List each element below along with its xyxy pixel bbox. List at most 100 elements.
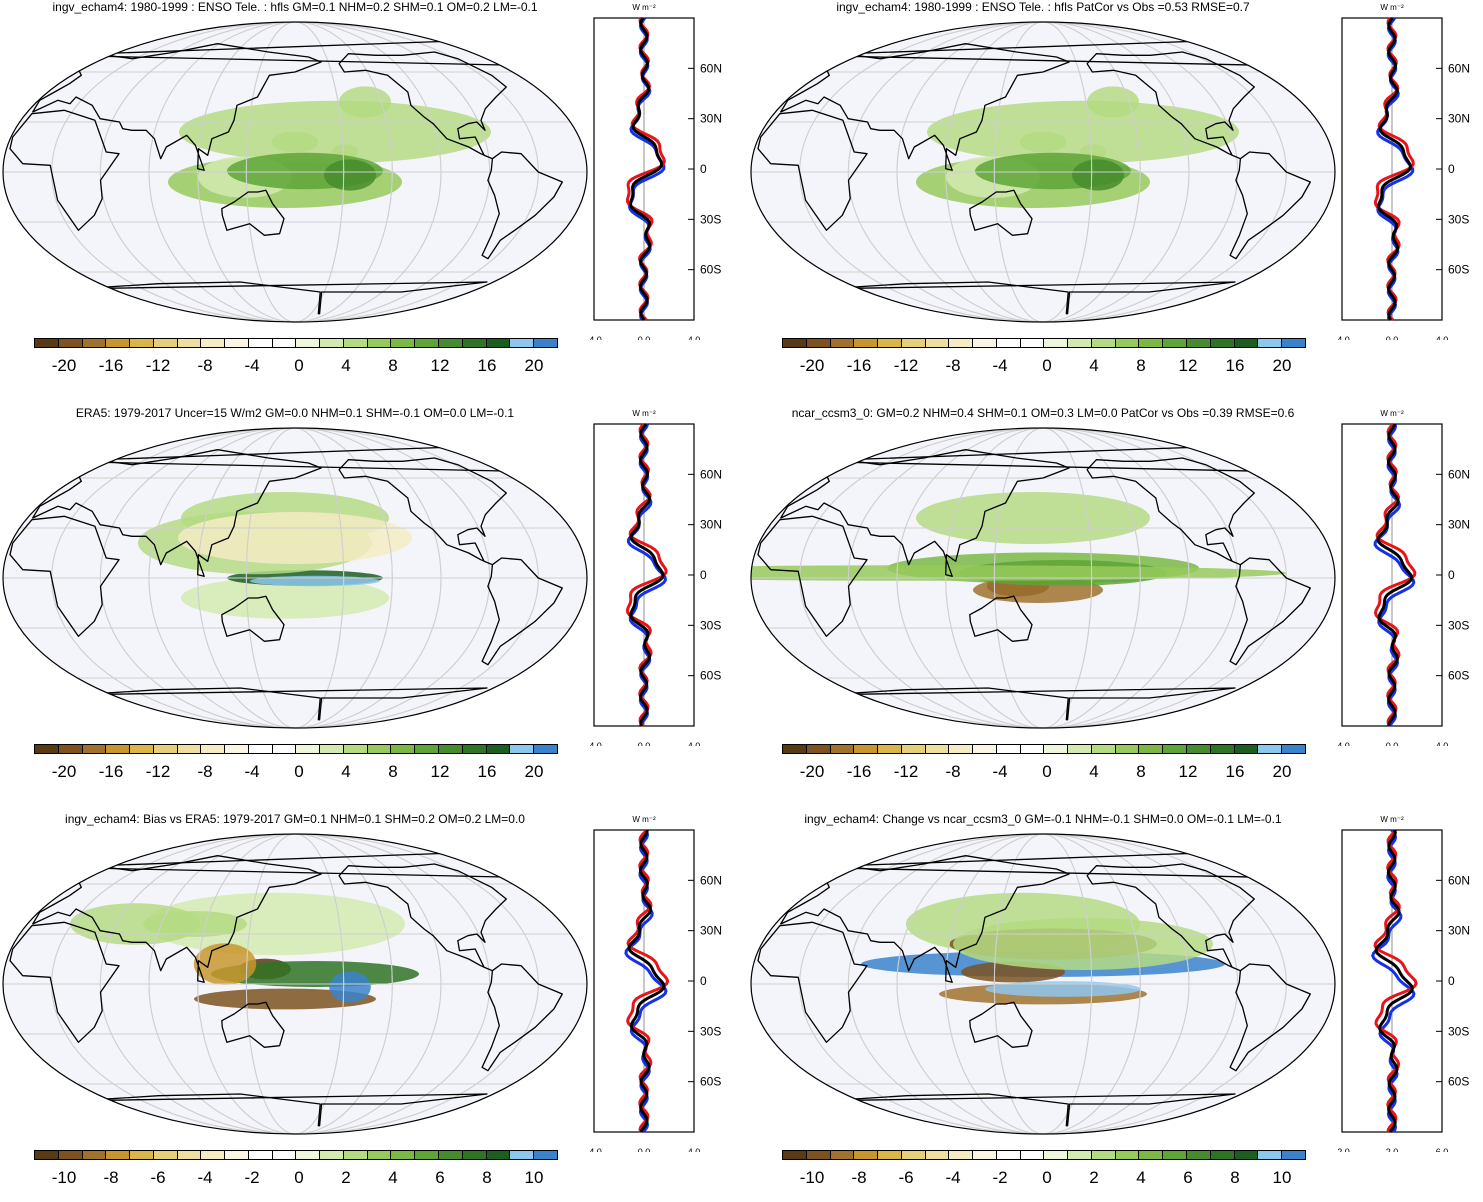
- colorbar-tick-label: 8: [1230, 1168, 1240, 1187]
- colorbar-swatch: [829, 745, 854, 753]
- zonal-mean-line: [1374, 829, 1414, 1133]
- zonal-xtick-label: 0.0: [1386, 335, 1399, 340]
- colorbar: [34, 744, 558, 754]
- colorbar-tick-label: -20: [51, 762, 77, 781]
- zonal-xtick-label: -4.0: [1338, 741, 1350, 746]
- colorbar-swatch: [271, 1151, 296, 1159]
- colorbar-swatch: [152, 339, 177, 347]
- colorbar-swatch: [509, 1151, 534, 1159]
- zonal-ytick-label: 30N: [1448, 518, 1470, 532]
- colorbar-swatch: [319, 1151, 343, 1159]
- colorbar-tick-label: -8: [945, 356, 961, 375]
- colorbar-tick-label: -20: [799, 356, 825, 375]
- colorbar-swatch: [485, 745, 510, 753]
- colorbar-tick-label: 8: [482, 1168, 492, 1187]
- zonal-xtick-label: -4.0: [590, 1147, 602, 1152]
- colorbar-swatch: [390, 339, 415, 347]
- colorbar-tick-label: 20: [1272, 356, 1292, 375]
- zonal-xtick-label: 0.0: [1386, 741, 1399, 746]
- zonal-ytick-label: 0: [1448, 162, 1455, 176]
- colorbar-swatch: [1257, 339, 1282, 347]
- zonal-model-line: [1373, 829, 1418, 1133]
- colorbar-swatch: [200, 745, 225, 753]
- colorbar-swatch: [948, 1151, 973, 1159]
- colorbar-swatch: [1186, 745, 1210, 753]
- zonal-mean-plot: W m⁻² -4.0 0.0 4.0 60N 30N 0 30S 60S: [590, 815, 722, 1152]
- zonal-xtick-label: 4.0: [1436, 741, 1449, 746]
- colorbar-swatch: [1043, 745, 1068, 753]
- colorbar-swatch: [783, 1151, 806, 1159]
- colorbar-swatch: [129, 745, 153, 753]
- zonal-ytick-label: 30S: [1448, 618, 1469, 632]
- colorbar-swatch: [1019, 1151, 1044, 1159]
- panel-title: ingv_echam4: Change vs ncar_ccsm3_0 GM=-…: [804, 812, 1282, 826]
- zonal-mean-plot: W m⁻² -4.0 0.0 4.0 60N 30N 0 30S 60S: [590, 409, 722, 746]
- colorbar-swatch: [1114, 745, 1139, 753]
- colorbar-tick-label: -12: [893, 762, 919, 781]
- zonal-xtick-label: 6.0: [1436, 1147, 1449, 1152]
- colorbar-tick-label: 0: [1042, 1168, 1052, 1187]
- colorbar-swatch: [1233, 339, 1258, 347]
- colorbar-tick-label: 0: [294, 1168, 304, 1187]
- zonal-ytick-label: 60S: [1448, 669, 1469, 683]
- colorbar-tick-label: -4: [244, 356, 260, 375]
- zonal-ytick-label: 60S: [1448, 263, 1469, 277]
- colorbar-tick-label: -20: [51, 356, 77, 375]
- zonal-ytick-label: 0: [700, 568, 707, 582]
- colorbar-swatch: [35, 745, 58, 753]
- colorbar-swatch: [1281, 1151, 1305, 1159]
- colorbar-tick-label: -4: [945, 1168, 961, 1187]
- robinson-map: [750, 833, 1336, 1135]
- colorbar-tick-label: 4: [1089, 762, 1099, 781]
- colorbar-tick-label: -4: [992, 762, 1008, 781]
- colorbar-swatch: [81, 1151, 106, 1159]
- zonal-ytick-label: 0: [1448, 568, 1455, 582]
- colorbar-tick-label: -10: [799, 1168, 825, 1187]
- colorbar: [782, 744, 1306, 754]
- colorbar-swatch: [366, 745, 391, 753]
- colorbar-swatch: [1186, 339, 1210, 347]
- colorbar-swatch: [1019, 745, 1044, 753]
- zonal-xtick-label: 0.0: [638, 335, 651, 340]
- colorbar-tick-label: 16: [1225, 356, 1245, 375]
- zonal-ytick-label: 30N: [1448, 112, 1470, 126]
- colorbar-swatch: [995, 1151, 1020, 1159]
- colorbar-swatch: [1090, 339, 1115, 347]
- colorbar-swatch: [995, 745, 1020, 753]
- colorbar-swatch: [509, 339, 534, 347]
- colorbar-swatch: [1257, 745, 1282, 753]
- colorbar-tick-label: 12: [430, 356, 450, 375]
- colorbar-swatch: [1257, 1151, 1282, 1159]
- colorbar-swatch: [783, 745, 806, 753]
- zonal-xtick-label: 4.0: [688, 1147, 701, 1152]
- colorbar-swatch: [247, 745, 272, 753]
- colorbar-swatch: [948, 745, 973, 753]
- colorbar-tick-label: 0: [1042, 762, 1052, 781]
- colorbar-tick-label: -12: [145, 356, 171, 375]
- colorbar-swatch: [1209, 745, 1234, 753]
- zonal-ytick-label: 30S: [700, 618, 721, 632]
- colorbar-tick-label: 20: [524, 356, 544, 375]
- colorbar-swatch: [1233, 1151, 1258, 1159]
- colorbar-swatch: [152, 745, 177, 753]
- zonal-ytick-label: 60N: [700, 61, 722, 75]
- colorbar-tick-label: 4: [341, 762, 351, 781]
- colorbar-swatch: [57, 745, 82, 753]
- zonal-units: W m⁻²: [632, 815, 656, 824]
- map-panel-2: ingv_echam4: 1980-1999 : ENSO Tele. : hf…: [748, 0, 1483, 390]
- colorbar-swatch: [295, 339, 320, 347]
- colorbar-swatch: [485, 1151, 510, 1159]
- zonal-xtick-label: -4.0: [1338, 335, 1350, 340]
- colorbar-swatch: [900, 1151, 925, 1159]
- colorbar-swatch: [247, 339, 272, 347]
- robinson-map: [2, 833, 588, 1135]
- colorbar-swatch: [1138, 1151, 1163, 1159]
- colorbar: [34, 1150, 558, 1160]
- colorbar-swatch: [438, 1151, 462, 1159]
- colorbar-swatch: [829, 1151, 854, 1159]
- colorbar-swatch: [805, 339, 830, 347]
- panel-title: ingv_echam4: Bias vs ERA5: 1979-2017 GM=…: [65, 812, 525, 826]
- colorbar-tick-label: 10: [524, 1168, 544, 1187]
- colorbar-swatch: [105, 339, 130, 347]
- map-panel-1: ingv_echam4: 1980-1999 : ENSO Tele. : hf…: [0, 0, 735, 390]
